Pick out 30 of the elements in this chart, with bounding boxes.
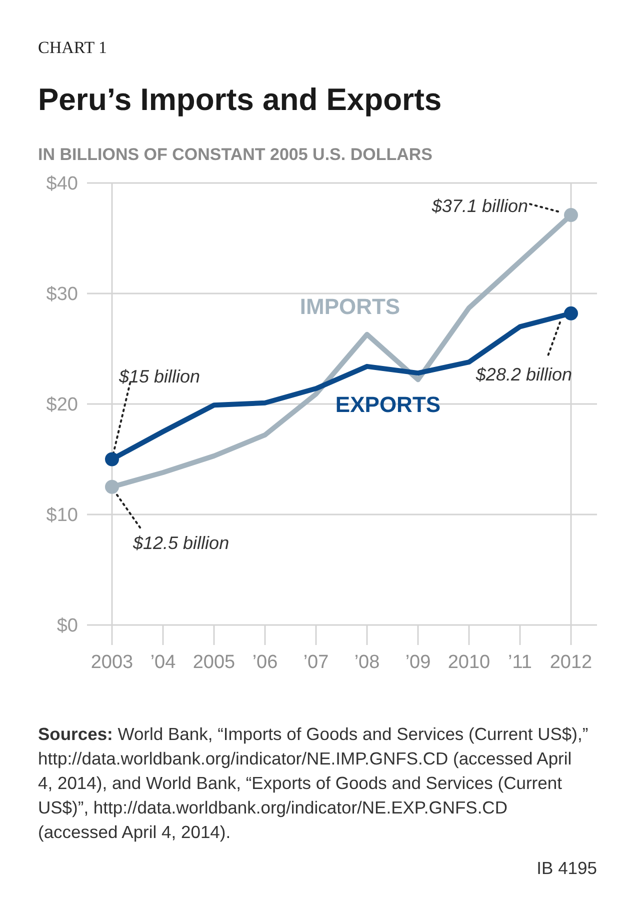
x-tick-label: 2005 (192, 652, 236, 673)
series-label: EXPORTS (335, 392, 441, 417)
y-tick-label: $20 (46, 394, 78, 416)
y-tick-label: $30 (46, 284, 78, 306)
point (564, 208, 578, 222)
annotation: $12.5 billion (132, 532, 230, 553)
y-tick-label: $40 (46, 174, 78, 195)
annotation: $28.2 billion (474, 364, 572, 384)
x-tick-label: ’11 (508, 652, 532, 673)
point (105, 480, 119, 494)
x-tick-label: ’07 (303, 652, 329, 673)
series-label: IMPORTS (300, 294, 400, 319)
chart-subtitle: IN BILLIONS OF CONSTANT 2005 U.S. DOLLARS (38, 145, 432, 164)
caption: CHART 1 (38, 38, 108, 57)
annotation: $37.1 billion (430, 196, 528, 216)
x-tick-label: ’06 (252, 652, 278, 673)
source-note: Sources: World Bank, “Imports of Goods and Services (Current US$),” http://data.worldbank.org/indicator/NE.IMP.GNFS.CD (accessed April 4, 2014), and World Bank, “Exports of Goods and Services (Current US$)”, http://data.worldbank.org/indicator/NE.EXP.GNFS.CD (accessed April 4, 2014). (38, 724, 588, 842)
x-tick-label: ’04 (150, 652, 176, 673)
x-tick-label: 2003 (90, 652, 134, 673)
text: IB 4195 (536, 858, 597, 878)
x-tick-label: 2010 (448, 652, 490, 673)
chart-title: Peru’s Imports and Exports (38, 82, 442, 117)
x-tick-label: ’09 (405, 652, 431, 673)
x-tick-label: ’08 (354, 652, 380, 673)
point (564, 306, 578, 320)
point (105, 452, 119, 466)
y-tick-label: $0 (56, 616, 78, 637)
y-tick-label: $10 (46, 505, 78, 526)
annotation: $15 billion (118, 366, 200, 386)
x-tick-label: 2012 (550, 652, 592, 673)
